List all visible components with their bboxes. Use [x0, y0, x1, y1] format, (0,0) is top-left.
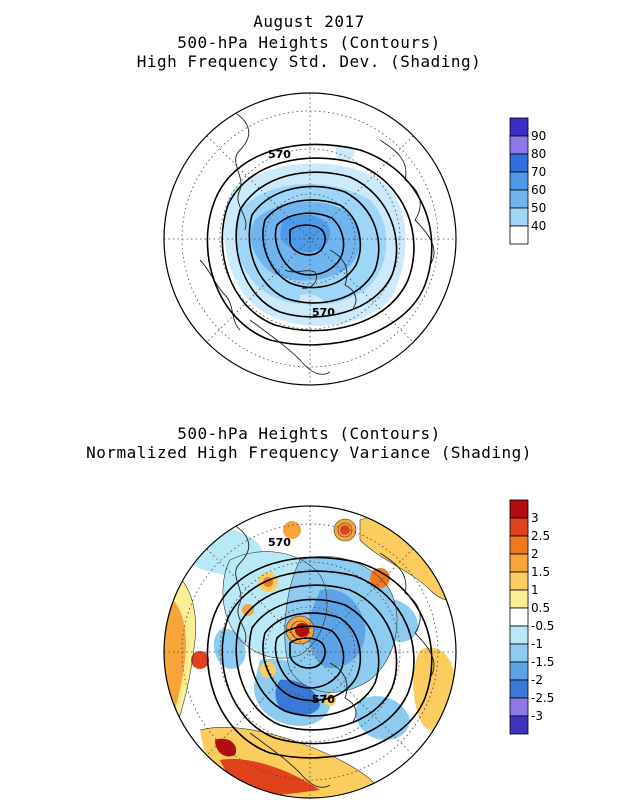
bottom-colorbar: 3 2.5 2 1.5 1 0.5 -0.5 -1 -1.5 -2 -2.5 -… — [0, 0, 618, 800]
bottom-colorbar-swatch — [510, 680, 528, 698]
bottom-colorbar-swatch — [510, 500, 528, 518]
bottom-colorbar-label: 2.5 — [531, 529, 550, 543]
bottom-colorbar-label: 3 — [531, 511, 539, 525]
bottom-colorbar-label: -0.5 — [531, 619, 554, 633]
bottom-colorbar-swatch — [510, 554, 528, 572]
bottom-colorbar-label: -1 — [531, 637, 543, 651]
bottom-colorbar-swatch — [510, 716, 528, 734]
bottom-colorbar-label: -3 — [531, 709, 543, 723]
bottom-colorbar-label: 1 — [531, 583, 539, 597]
bottom-colorbar-label: -1.5 — [531, 655, 554, 669]
bottom-colorbar-label: -2 — [531, 673, 543, 687]
bottom-colorbar-swatch — [510, 698, 528, 716]
bottom-colorbar-swatch — [510, 644, 528, 662]
bottom-colorbar-swatch — [510, 626, 528, 644]
bottom-colorbar-label: 1.5 — [531, 565, 550, 579]
bottom-colorbar-swatch — [510, 662, 528, 680]
bottom-colorbar-swatch — [510, 518, 528, 536]
bottom-colorbar-label: 0.5 — [531, 601, 550, 615]
bottom-colorbar-label: 2 — [531, 547, 539, 561]
bottom-colorbar-swatch — [510, 536, 528, 554]
bottom-colorbar-swatch — [510, 608, 528, 626]
bottom-colorbar-swatch — [510, 590, 528, 608]
bottom-colorbar-label: -2.5 — [531, 691, 554, 705]
bottom-colorbar-swatch — [510, 572, 528, 590]
